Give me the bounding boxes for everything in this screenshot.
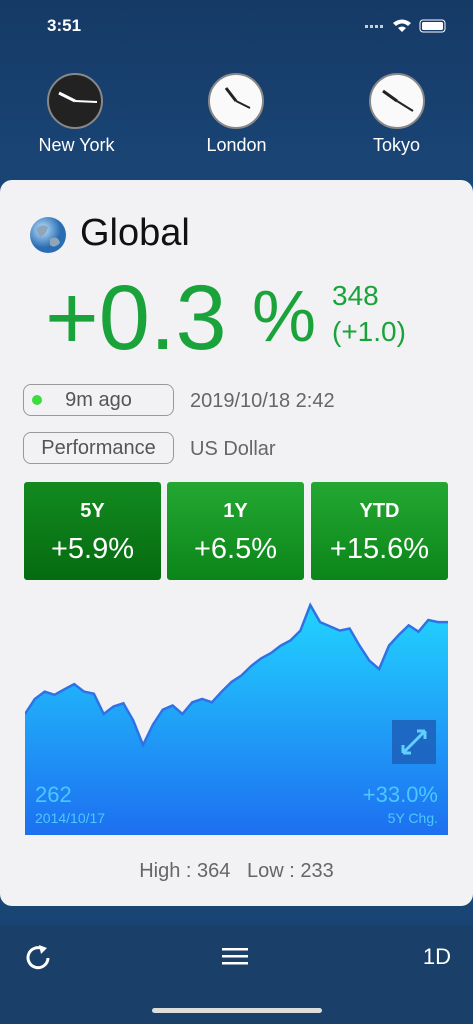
period-label: 1Y [223, 500, 248, 522]
high-label: High : [139, 860, 192, 882]
updated-text: 9m ago [65, 389, 132, 411]
high-low: High : 364 Low : 233 [0, 860, 473, 883]
index-diff: (+1.0) [332, 316, 406, 347]
toolbar: 1D [0, 925, 473, 1024]
status-icons [365, 19, 446, 33]
start-date: 2014/10/17 [35, 810, 106, 826]
period-value: +5.9% [50, 533, 135, 565]
chart-change-label: 5Y Chg. [387, 810, 438, 826]
percent-sign: % [252, 277, 317, 357]
card-title: Global [80, 212, 190, 254]
world-clocks [47, 73, 425, 129]
period-button[interactable]: YTD +15.6% [311, 482, 448, 580]
period-label: YTD [359, 500, 400, 522]
index-card: Global +0.3 % 348 (+1.0) 9m ago 2019/10/… [0, 180, 473, 906]
chart-change: +33.0% [362, 782, 438, 807]
status-time: 3:51 [47, 16, 82, 35]
period-value: +6.5% [193, 533, 278, 565]
range-button[interactable]: 1D [422, 944, 451, 969]
clock-city: New York [38, 135, 115, 155]
clock-city: Tokyo [372, 135, 421, 155]
low-label: Low : [247, 860, 295, 882]
period-value: +15.6% [329, 533, 430, 565]
start-value: 262 [35, 782, 72, 807]
tag-pill[interactable]: Performance [23, 432, 174, 464]
globe-icon [30, 217, 66, 253]
period-button[interactable]: 5Y +5.9% [24, 482, 161, 580]
currency: US Dollar [190, 438, 276, 460]
low-value: 233 [300, 860, 334, 882]
period-label: 5Y [80, 500, 105, 522]
home-indicator [152, 1008, 322, 1013]
price-chart [25, 602, 448, 835]
index-value: 348 [332, 280, 379, 311]
change-value: +0.3 [45, 267, 227, 369]
menu-button[interactable] [222, 945, 250, 969]
timestamp: 2019/10/18 2:42 [190, 390, 335, 412]
period-button[interactable]: 1Y +6.5% [167, 482, 304, 580]
high-value: 364 [197, 860, 231, 882]
updated-pill: 9m ago [23, 384, 174, 416]
refresh-button[interactable] [22, 942, 54, 974]
expand-icon [401, 729, 427, 755]
price-area [25, 605, 448, 835]
clock-city: London [206, 135, 267, 155]
price-line [25, 602, 448, 749]
